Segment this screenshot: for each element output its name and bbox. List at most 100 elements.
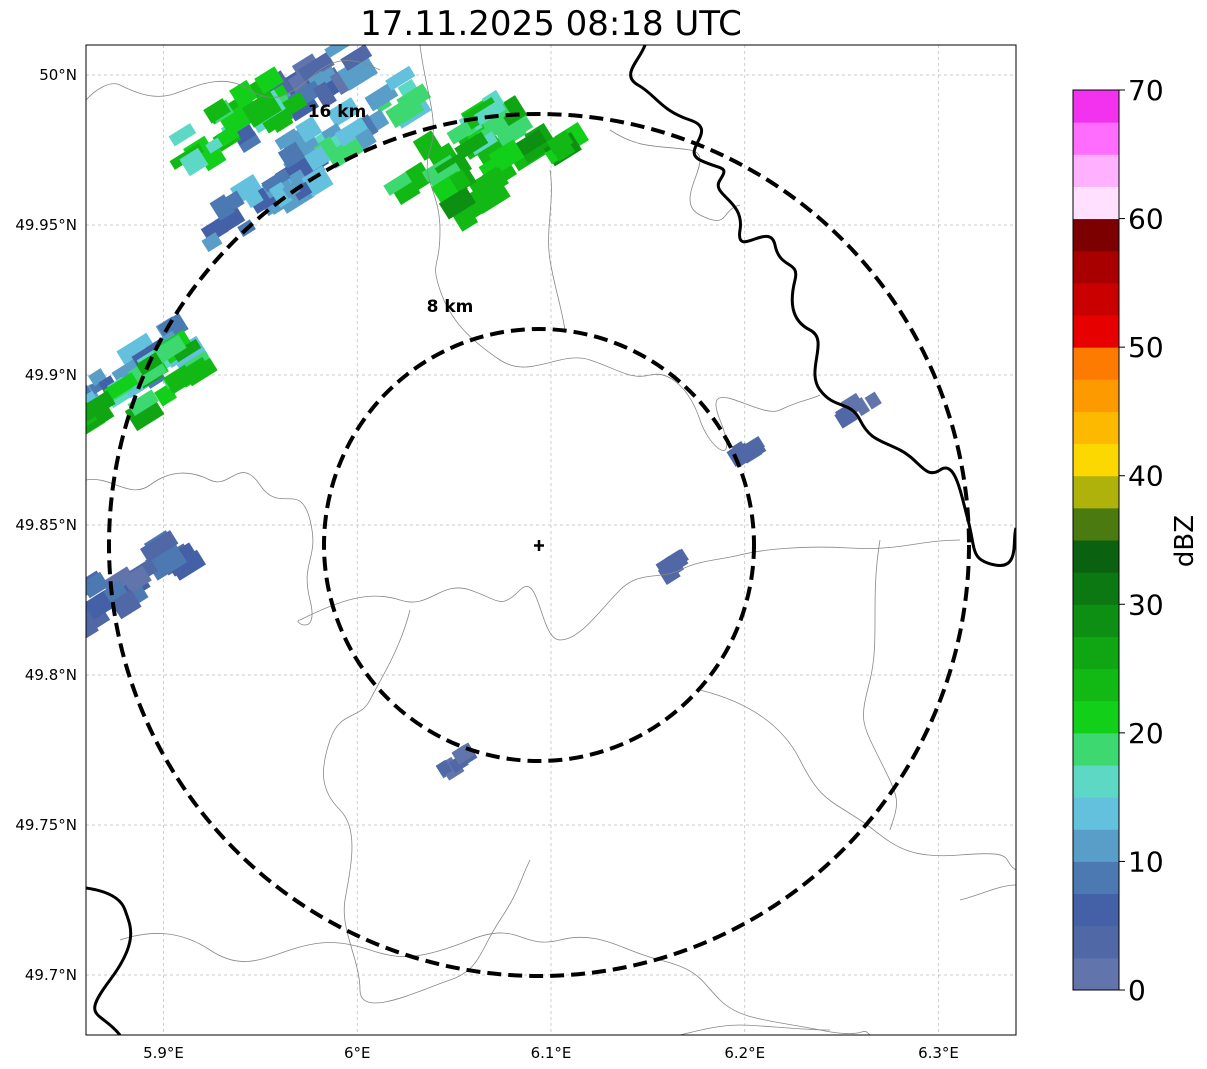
echo-bin [438,186,476,220]
latitude-tick-label: 49.7°N [25,966,77,984]
echo-bin [412,130,443,161]
echo-bin [334,117,370,147]
colorbar-band [1073,700,1119,734]
echo-cluster [383,89,534,205]
echo-bin [852,397,871,417]
colorbar-tick-label: 70 [1128,74,1164,107]
echo-bin [269,181,293,208]
longitude-tick-label: 6.2°E [724,1044,765,1062]
echo-bin [340,45,373,72]
latitude-tick-label: 49.85°N [15,516,77,534]
longitude-tick-label: 6.3°E [918,1044,959,1062]
latitude-tick-label: 49.8°N [25,666,77,684]
longitude-tick-label: 6°E [344,1044,371,1062]
echo-bin [364,82,399,112]
echo-bin [214,206,246,235]
echo-bin [237,131,262,153]
echo-bin [546,130,574,155]
echo-cluster [168,66,308,177]
range-ring-label-8km: 8 km [427,297,474,317]
latitude-tick-label: 49.75°N [15,816,77,834]
echo-bin [473,135,506,165]
echo-bin [86,571,110,599]
echo-bin [513,129,547,158]
echo-bin [280,91,308,117]
colorbar-band [1073,668,1119,702]
colorbar-tick-label: 20 [1128,717,1164,750]
longitude-tick-label: 5.9°E [143,1044,184,1062]
echo-bin [168,123,197,147]
colorbar-band [1073,347,1119,380]
echo-bin [292,181,313,201]
colorbar-band [1073,411,1119,445]
echo-cluster [726,435,767,467]
echo-bin [121,565,152,594]
colorbar-band [1073,572,1119,605]
echo-bin [295,116,323,143]
colorbar-band [1073,443,1119,477]
colorbar-band [1073,379,1119,412]
echo-bin [312,81,337,109]
echo-bin [449,169,471,192]
echo-bin [86,384,95,410]
echo-bin [86,383,99,412]
admin-boundary-line [679,1024,831,1035]
colorbar-tick-label: 10 [1128,845,1164,878]
colorbar-band [1073,636,1119,670]
echo-bin [86,390,98,409]
echo-bin [176,356,209,383]
colorbar-band [1073,540,1119,573]
colorbar-band [1073,829,1119,862]
map-panel[interactable]: 8 km 16 km [45,25,1017,1036]
echo-bin [62,614,84,636]
admin-boundary-line [699,689,1016,871]
echo-bin [56,607,83,632]
echo-bin [473,99,506,126]
echo-bin [152,334,187,364]
echo-bin [172,338,202,363]
admin-boundary-line [119,932,871,1035]
echo-bin [157,313,189,343]
echo-bin [666,548,689,570]
latitude-tick-label: 49.95°N [15,216,77,234]
echo-bin [427,142,459,171]
colorbar-band [1073,507,1119,541]
echo-bin [209,194,235,221]
admin-boundary-line [86,60,381,101]
echo-bin [203,98,231,124]
echo-bin [744,438,767,460]
echo-bin [241,184,264,209]
colorbar-band [1073,765,1119,798]
echo-bin [47,592,80,623]
boundaries-layer [86,45,1016,1035]
colorbar-band [1073,250,1119,284]
echo-bin [488,139,525,173]
echo-bin [396,83,432,114]
echo-bin [50,386,69,403]
admin-boundary-line [548,169,566,331]
latitude-tick-label: 50°N [39,66,77,84]
colorbar-band [1073,604,1119,637]
colorbar-bands [1073,90,1119,991]
colorbar-band [1073,861,1119,895]
graticule [86,45,1016,1035]
echo-bin [324,45,351,58]
echo-bin [140,530,179,563]
colorbar-band [1073,154,1119,187]
admin-boundary-line [959,884,1016,901]
colorbar-band [1073,925,1119,959]
echo-bin [383,171,412,196]
longitude-tick-label: 6.1°E [531,1044,572,1062]
echo-bin [326,97,361,127]
colorbar: 0 10 20 30 40 50 60 70 dBZ [1072,74,1200,1007]
colorbar-tick-label: 50 [1128,331,1164,364]
echo-cluster [428,122,590,232]
colorbar-band [1073,797,1119,830]
country-border-line [86,886,133,1035]
range-rings [107,112,971,978]
colorbar-band [1073,957,1119,991]
colorbar-band [1073,315,1119,348]
colorbar-frame [1072,89,1120,991]
echo-bin [254,66,284,95]
